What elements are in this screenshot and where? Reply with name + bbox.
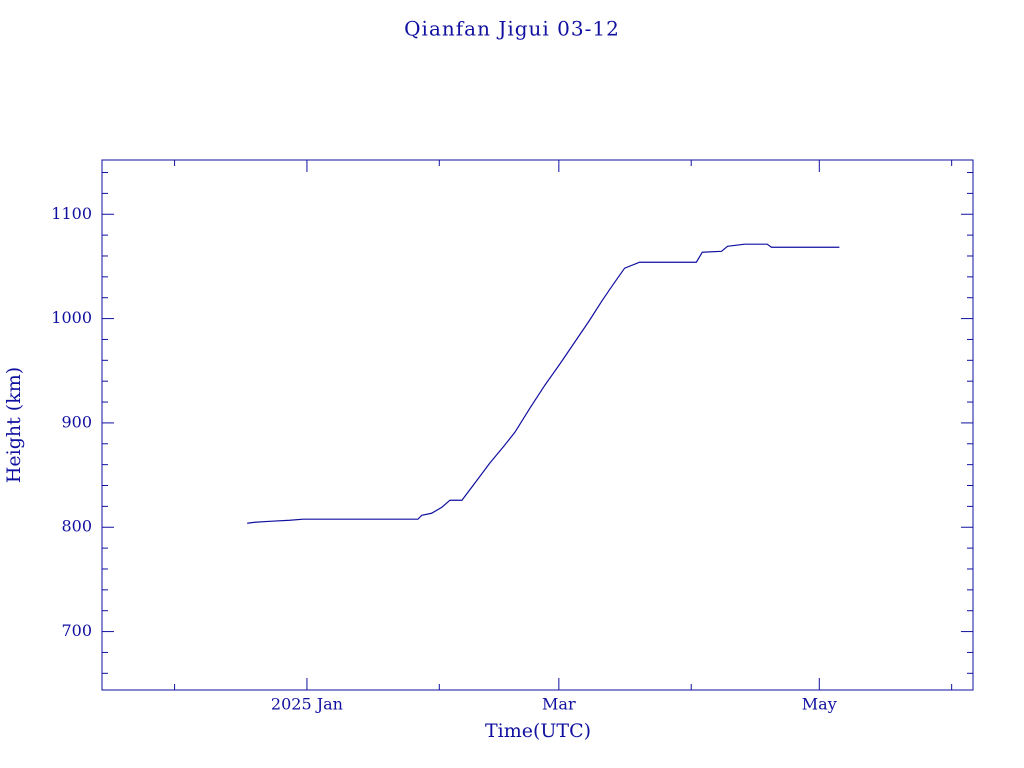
x-tick-label: May <box>802 695 837 714</box>
y-axis-label: Height (km) <box>3 367 25 483</box>
y-tick-label: 700 <box>61 621 92 640</box>
y-tick-label: 1100 <box>51 204 92 223</box>
x-axis-label: Time(UTC) <box>485 720 591 742</box>
y-tick-label: 900 <box>61 412 92 431</box>
plot-frame <box>101 159 974 691</box>
x-tick-label: 2025 Jan <box>271 695 343 714</box>
y-tick-label: 1000 <box>51 308 92 327</box>
chart-title: Qianfan Jigui 03-12 <box>404 17 620 41</box>
x-tick-label: Mar <box>542 695 576 714</box>
data-line <box>247 243 840 524</box>
y-tick-label: 800 <box>61 517 92 536</box>
